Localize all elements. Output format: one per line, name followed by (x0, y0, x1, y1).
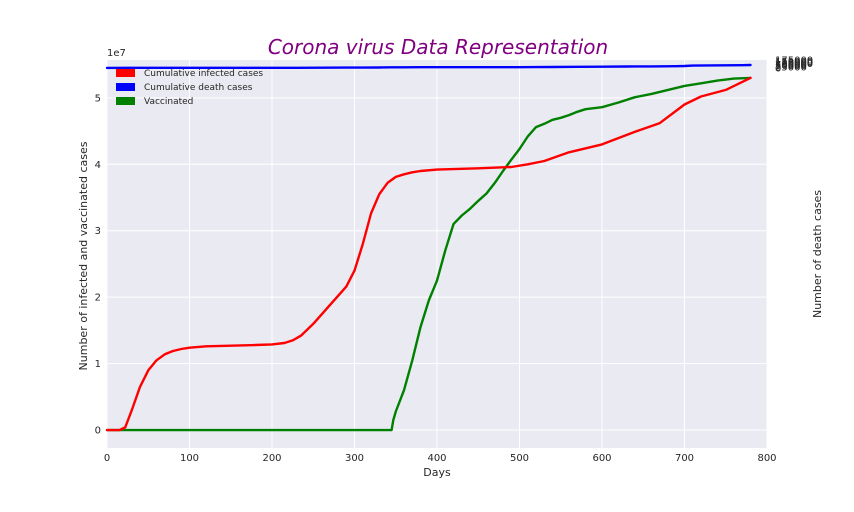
series-line-cumulative-death-cases (105, 63, 752, 70)
right-tick-label: 175000 (775, 56, 813, 67)
legend-label: Cumulative death cases (144, 83, 253, 93)
series-line-vaccinated (105, 76, 752, 432)
left-tick-label: 4 (95, 160, 101, 171)
x-tick-label: 800 (757, 453, 776, 464)
x-tick-label: 0 (104, 453, 110, 464)
x-tick-label: 400 (427, 453, 446, 464)
x-axis-ticks: 0 100 200 300 400 500 600 700 800 (104, 453, 777, 464)
x-tick-label: 300 (345, 453, 364, 464)
legend-swatch (116, 69, 135, 77)
right-tick-label: 150000 (775, 57, 813, 68)
left-tick-label: 3 (95, 226, 101, 237)
left-tick-label: 2 (95, 293, 101, 304)
right-tick-label: 50000 (775, 61, 807, 72)
x-tick-label: 700 (675, 453, 694, 464)
legend: Cumulative infected cases Cumulative deat… (116, 69, 263, 107)
right-tick-label: 75000 (775, 60, 807, 71)
right-axis-label: Number of death cases (811, 190, 824, 318)
left-tick-label: 0 (95, 426, 101, 437)
left-axis-multiplier: 1e7 (107, 48, 126, 59)
legend-swatch (116, 83, 135, 91)
legend-swatch (116, 97, 135, 105)
legend-label: Vaccinated (144, 97, 193, 107)
left-axis-ticks: 0 1 2 3 4 5 (95, 93, 101, 436)
right-tick-label: 100000 (775, 59, 813, 70)
right-tick-label: 125000 (775, 58, 813, 69)
gridlines (106, 60, 768, 448)
series-lines (105, 63, 752, 432)
x-axis-label: Days (423, 466, 451, 479)
x-tick-label: 500 (510, 453, 529, 464)
chart-title: Corona virus Data Representation (268, 35, 608, 59)
left-axis-label: Number of infected and vaccinated cases (77, 141, 90, 370)
right-tick-label: 0 (775, 63, 781, 74)
x-tick-label: 200 (262, 453, 281, 464)
x-tick-label: 100 (180, 453, 199, 464)
series-line-cumulative-infected-cases (105, 76, 752, 432)
x-tick-label: 600 (592, 453, 611, 464)
left-tick-label: 5 (95, 93, 101, 104)
legend-label: Cumulative infected cases (144, 69, 263, 79)
right-tick-label: 25000 (775, 62, 807, 73)
left-tick-label: 1 (95, 359, 101, 370)
